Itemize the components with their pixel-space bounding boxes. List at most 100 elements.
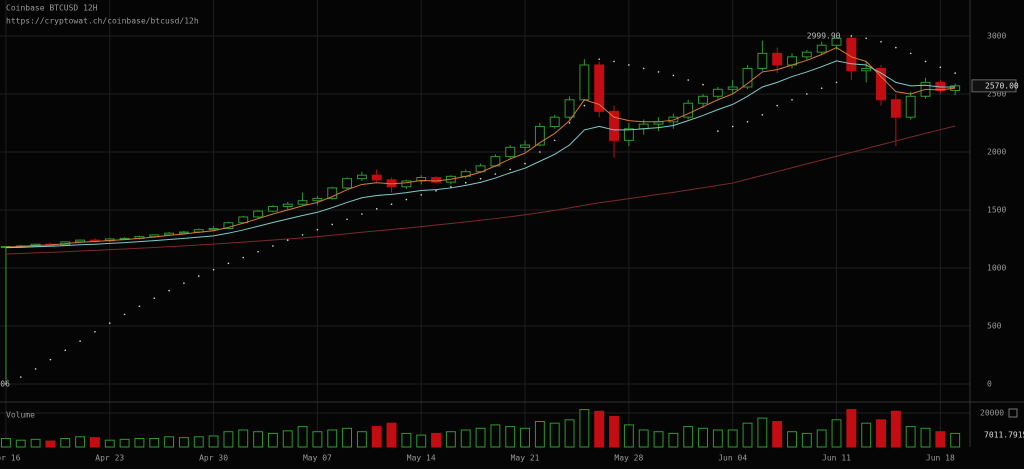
y-tick-label: 0 [987, 379, 992, 388]
x-tick-label: May 28 [614, 454, 643, 463]
candle-body [312, 197, 323, 202]
sar-dot [123, 313, 126, 316]
candle-body [683, 102, 694, 118]
volume-bar [75, 436, 86, 448]
sar-dot [286, 239, 289, 241]
sar-dot [138, 305, 141, 308]
volume-label: Volume [6, 411, 35, 420]
sar-dot [272, 245, 274, 247]
sar-dot [153, 297, 156, 299]
volume-bar [371, 426, 382, 448]
candle-body [609, 110, 619, 141]
sar-dot [227, 262, 230, 265]
sar-dot [583, 104, 586, 107]
sar-dot [242, 256, 245, 259]
annotation: 2999.90 [807, 31, 841, 40]
volume-bar [416, 434, 427, 448]
candle-body [549, 116, 560, 127]
volume-bar [312, 431, 323, 448]
volume-bar [920, 427, 931, 448]
sar-dot [375, 208, 378, 210]
volume-bar [698, 427, 708, 448]
candle-body [579, 64, 590, 101]
volume-bar [223, 431, 234, 448]
candle-body [712, 88, 723, 97]
volume-bar [134, 437, 145, 448]
candle-body [905, 95, 916, 118]
candle-body [208, 228, 219, 231]
y-tick-label: 3000 [987, 31, 1006, 40]
sar-dot [346, 218, 348, 221]
candle-body [564, 99, 575, 118]
sar-dot [776, 104, 778, 107]
y-tick-label: 1000 [987, 263, 1006, 272]
volume-bar [549, 422, 560, 448]
volume-bar [342, 427, 353, 448]
volume-bar [653, 431, 664, 448]
volume-bar [712, 429, 723, 448]
sar-dot [568, 122, 571, 124]
sar-dot [628, 64, 630, 66]
x-tick-label: Jun 04 [718, 454, 747, 463]
volume-bar [950, 432, 961, 448]
sar-dot [865, 37, 867, 40]
candle-body [890, 99, 901, 118]
sar-dot [94, 330, 96, 333]
candle-body [327, 187, 338, 199]
candle-body [475, 165, 486, 173]
volume-bar [609, 415, 619, 448]
x-tick-label: Apr 16 [0, 454, 21, 463]
volume-bar [282, 430, 293, 448]
sar-dot [19, 376, 22, 378]
y-tick-label: 2000 [987, 147, 1006, 156]
volume-bar [401, 432, 412, 448]
volume-bar [831, 419, 842, 448]
volume-bar [623, 424, 634, 448]
sar-dot [183, 282, 185, 284]
sar-dot [420, 194, 423, 196]
sar-dot [717, 130, 719, 132]
candle-body [668, 116, 679, 123]
sar-dot [405, 198, 408, 201]
sar-dot [509, 168, 512, 171]
volume-bar [890, 410, 901, 448]
sar-dot [672, 74, 675, 77]
x-tick-label: May 21 [511, 454, 540, 463]
candle-body [772, 52, 783, 66]
volume-bar [816, 429, 827, 448]
x-tick-label: Jun 11 [822, 454, 851, 463]
volume-bar [683, 426, 694, 448]
candle-body [282, 203, 293, 207]
volume-bar [757, 417, 768, 448]
sar-dot [598, 58, 601, 60]
volume-bar [89, 437, 100, 448]
candle-body [742, 67, 753, 88]
sar-dot [524, 162, 526, 165]
candle-body [801, 51, 812, 58]
sar-dot [909, 52, 912, 55]
sar-dot [479, 177, 482, 180]
volume-bar [787, 431, 797, 448]
y-tick-label: 2500 [987, 89, 1006, 98]
x-tick-label: Apr 30 [199, 454, 228, 463]
x-tick-label: Apr 23 [95, 454, 124, 463]
chart-title: Coinbase BTCUSD 12H [6, 4, 98, 13]
volume-bar [45, 440, 56, 448]
sar-dot [49, 358, 52, 361]
candle-body [831, 37, 842, 46]
volume-bar [520, 427, 530, 448]
volume-bar [327, 429, 338, 448]
y-tick-label: 1500 [987, 205, 1006, 214]
sar-dot [746, 121, 749, 123]
volume-bar [238, 429, 249, 448]
sar-dot [954, 72, 956, 74]
candle-body [698, 95, 708, 104]
volume-bar [801, 432, 812, 448]
candle-body [816, 44, 827, 53]
volume-bar [534, 420, 545, 448]
volume-bar [445, 431, 456, 448]
last-price-box [971, 79, 1017, 93]
volume-bar [104, 439, 115, 448]
volume-bar [15, 439, 26, 448]
